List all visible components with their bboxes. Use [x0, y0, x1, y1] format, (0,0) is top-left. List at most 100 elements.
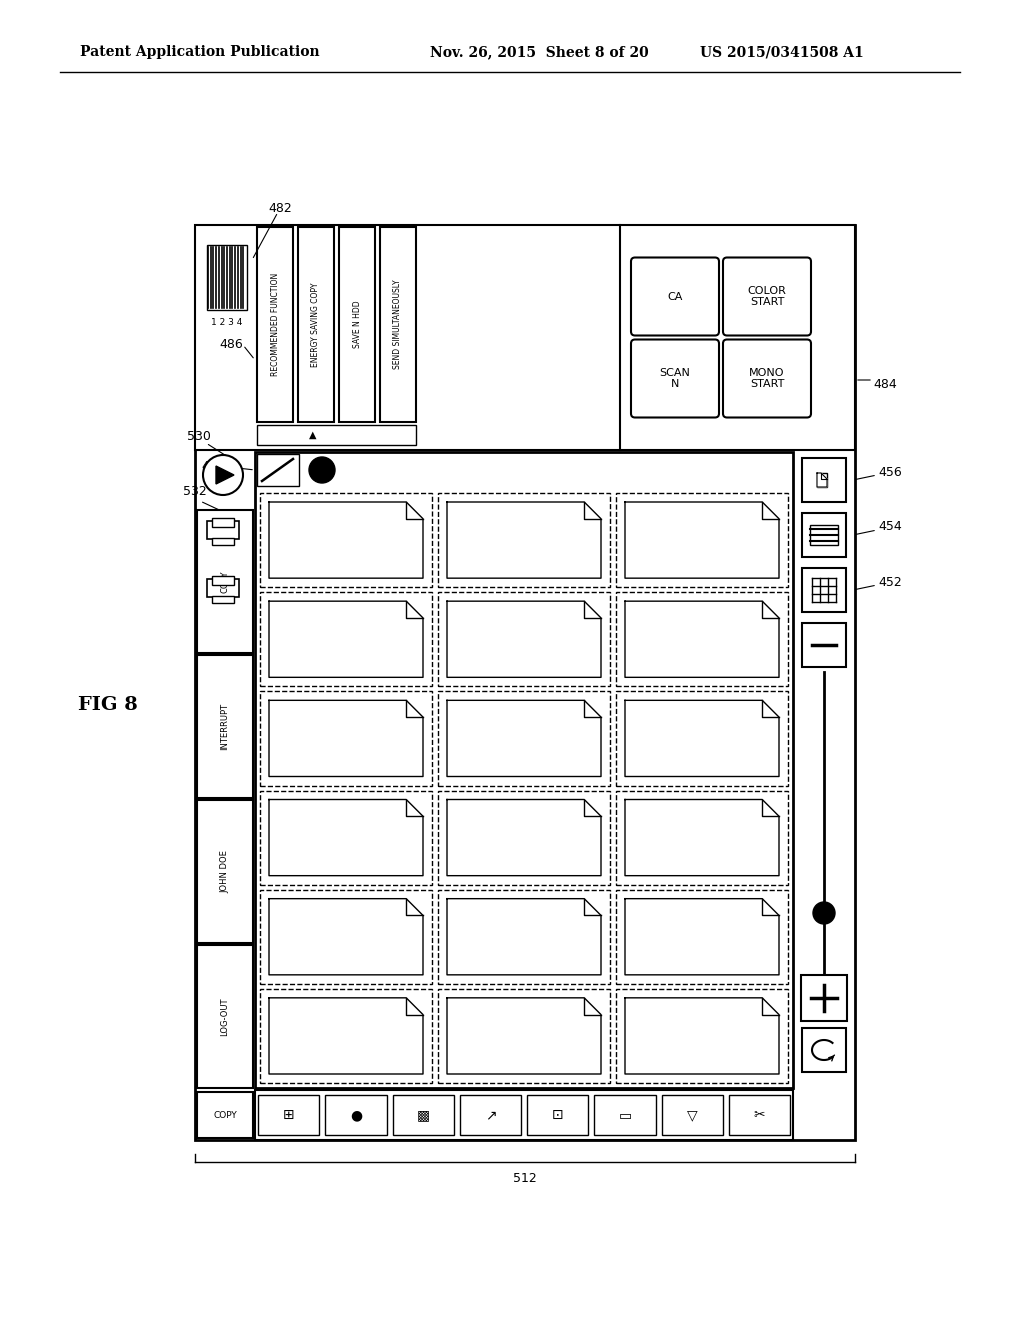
Text: COPY: COPY [220, 570, 229, 593]
Bar [380, 227, 416, 422]
Bar [438, 791, 610, 884]
Bar [207, 579, 239, 597]
Bar [802, 623, 846, 667]
Bar [255, 1090, 793, 1140]
Text: ⊞: ⊞ [283, 1107, 295, 1122]
Bar [339, 227, 375, 422]
Text: 454: 454 [878, 520, 902, 533]
Bar [326, 1096, 386, 1135]
Bar [255, 451, 793, 1088]
Bar [260, 890, 432, 983]
Bar [438, 692, 610, 785]
Circle shape [813, 902, 835, 924]
Text: INTERRUPT: INTERRUPT [220, 704, 229, 750]
Bar [392, 1096, 454, 1135]
Bar [197, 945, 253, 1088]
Polygon shape [447, 998, 601, 1074]
Text: ▽: ▽ [687, 1107, 697, 1122]
Polygon shape [269, 800, 423, 875]
Polygon shape [625, 502, 779, 578]
Bar [197, 1092, 253, 1138]
Bar [438, 492, 610, 587]
Text: ▭: ▭ [618, 1107, 632, 1122]
Bar [802, 458, 846, 502]
Text: -480-: -480- [285, 808, 315, 820]
Bar [817, 473, 827, 487]
Text: 468: 468 [202, 459, 225, 473]
FancyBboxPatch shape [631, 339, 719, 417]
Text: JOHN DOE: JOHN DOE [220, 850, 229, 892]
Bar [197, 510, 253, 653]
Polygon shape [447, 601, 601, 677]
Polygon shape [447, 800, 601, 875]
Bar [212, 595, 234, 603]
Bar [616, 593, 788, 686]
Bar [616, 890, 788, 983]
Polygon shape [625, 800, 779, 875]
Polygon shape [269, 601, 423, 677]
Text: SEND SIMULTANEOUSLY: SEND SIMULTANEOUSLY [393, 280, 402, 370]
Bar [616, 791, 788, 884]
Polygon shape [269, 899, 423, 975]
Text: ▲: ▲ [309, 430, 316, 440]
Bar [729, 1096, 790, 1135]
Text: SCAN
N: SCAN N [659, 368, 690, 389]
Bar [197, 655, 253, 799]
Bar [616, 989, 788, 1082]
Bar [594, 1096, 655, 1135]
Bar [438, 989, 610, 1082]
Polygon shape [269, 998, 423, 1074]
Text: ●: ● [350, 1107, 361, 1122]
Bar [802, 1028, 846, 1072]
Text: COPY: COPY [213, 1110, 237, 1119]
Text: SAVE N HDD: SAVE N HDD [352, 301, 361, 348]
Text: MONO
START: MONO START [750, 368, 784, 389]
Text: Nov. 26, 2015  Sheet 8 of 20: Nov. 26, 2015 Sheet 8 of 20 [430, 45, 649, 59]
Polygon shape [447, 502, 601, 578]
Bar [212, 519, 234, 527]
Text: 512: 512 [513, 1172, 537, 1185]
Text: COLOR
START: COLOR START [748, 285, 786, 308]
Bar [195, 224, 855, 1140]
Bar [197, 800, 253, 942]
Bar [207, 246, 247, 310]
Bar [662, 1096, 723, 1135]
Bar [257, 425, 416, 445]
Text: ENERGY SAVING COPY: ENERGY SAVING COPY [311, 282, 321, 367]
Text: ▩: ▩ [417, 1107, 430, 1122]
Bar [260, 593, 432, 686]
Bar [810, 525, 838, 545]
Bar [527, 1096, 588, 1135]
Bar [438, 890, 610, 983]
Text: RECOMMENDED FUNCTION: RECOMMENDED FUNCTION [270, 273, 280, 376]
Polygon shape [269, 502, 423, 578]
Bar [207, 521, 239, 539]
Bar [298, 227, 334, 422]
Text: 456: 456 [878, 466, 902, 479]
Polygon shape [216, 466, 234, 484]
Polygon shape [625, 998, 779, 1074]
FancyBboxPatch shape [723, 339, 811, 417]
Bar [260, 692, 432, 785]
Bar [260, 791, 432, 884]
Text: ⊡: ⊡ [552, 1107, 563, 1122]
Polygon shape [625, 601, 779, 677]
Bar [260, 989, 432, 1082]
FancyBboxPatch shape [723, 257, 811, 335]
Polygon shape [269, 701, 423, 776]
FancyBboxPatch shape [631, 257, 719, 335]
Polygon shape [625, 701, 779, 776]
Polygon shape [817, 473, 827, 487]
Text: ↗: ↗ [484, 1107, 497, 1122]
Polygon shape [447, 899, 601, 975]
Text: 452: 452 [878, 576, 902, 589]
Bar [802, 568, 846, 612]
Bar [616, 492, 788, 587]
Bar [460, 1096, 521, 1135]
Circle shape [309, 457, 335, 483]
Bar [258, 1096, 319, 1135]
Text: LOG-OUT: LOG-OUT [220, 997, 229, 1036]
Bar [801, 975, 847, 1020]
Text: 482: 482 [268, 202, 292, 214]
Bar [212, 537, 234, 545]
